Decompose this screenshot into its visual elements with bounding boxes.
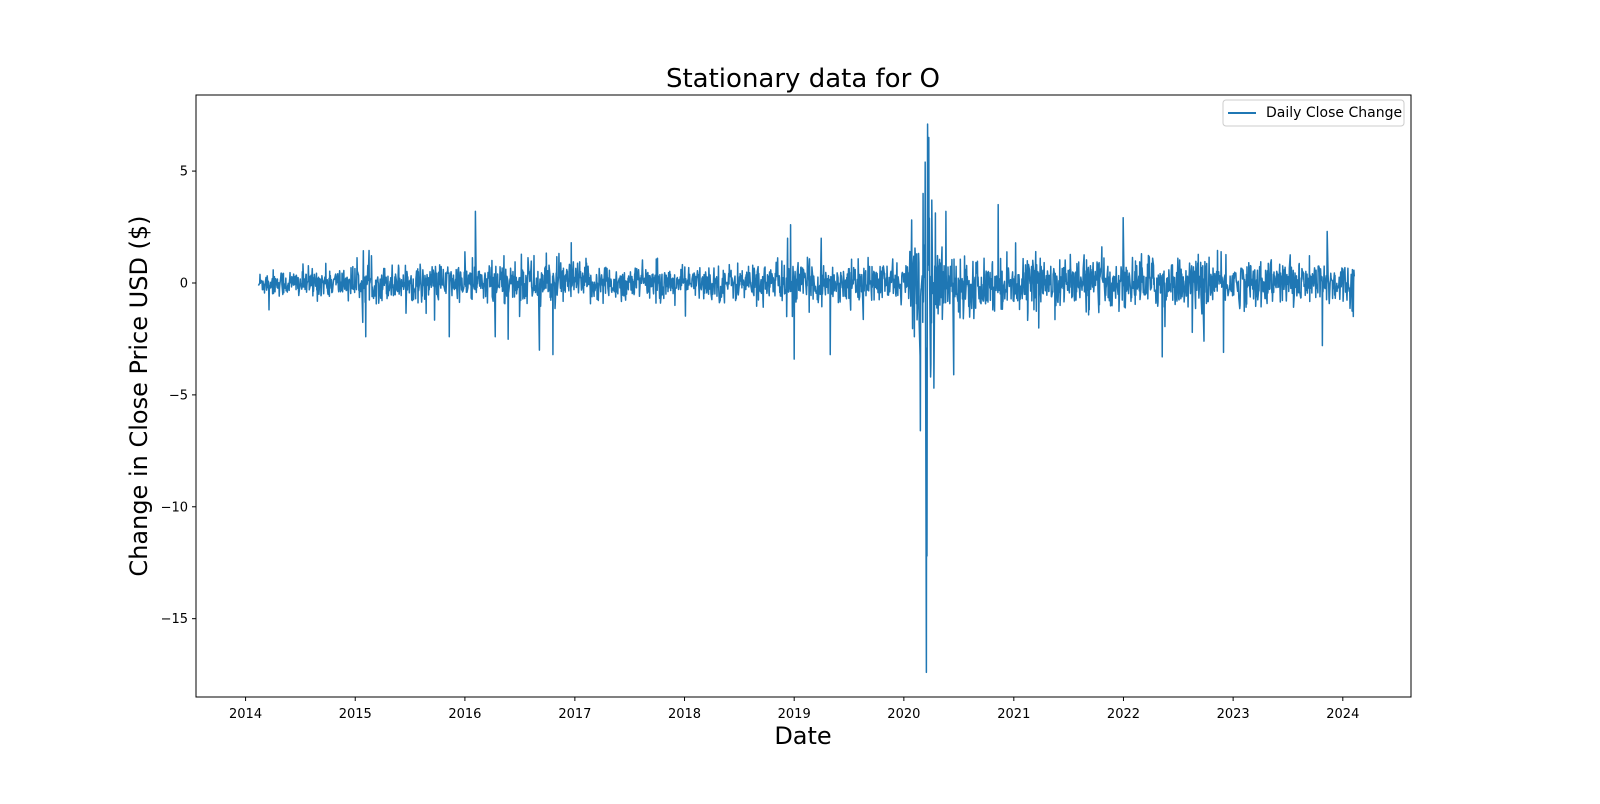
y-axis: 5 0 −5 −10 −15 <box>161 165 196 627</box>
plot-area <box>257 123 1356 674</box>
x-tick-label: 2019 <box>778 707 811 722</box>
y-tick-label: 0 <box>180 276 188 291</box>
x-tick-label: 2016 <box>448 707 481 722</box>
x-axis-label: Date <box>774 722 831 750</box>
series-line-daily-close-change <box>257 123 1356 674</box>
y-tick-label: −10 <box>161 500 188 515</box>
x-tick-label: 2015 <box>339 707 372 722</box>
x-tick-label: 2018 <box>668 707 701 722</box>
y-axis-label: Change in Close Price USD ($) <box>125 215 153 576</box>
x-tick-label: 2024 <box>1326 707 1359 722</box>
x-tick-label: 2022 <box>1107 707 1140 722</box>
legend-frame <box>1222 99 1405 127</box>
y-tick-label: 5 <box>180 165 188 180</box>
legend-label: Daily Close Change <box>1266 105 1402 121</box>
chart-title: Stationary data for O <box>666 64 940 94</box>
x-tick-label: 2014 <box>229 707 262 722</box>
axes-frame <box>195 94 1412 698</box>
x-axis: 2014 2015 2016 2017 2018 2019 2020 2021 2022 2023… <box>229 697 1359 722</box>
x-tick-label: 2017 <box>558 707 591 722</box>
x-tick-label: 2021 <box>997 707 1030 722</box>
x-tick-label: 2020 <box>887 707 920 722</box>
y-tick-label: −5 <box>169 388 188 403</box>
y-tick-label: −15 <box>161 612 188 627</box>
x-tick-label: 2023 <box>1217 707 1250 722</box>
legend: Daily Close Change <box>1222 99 1405 127</box>
